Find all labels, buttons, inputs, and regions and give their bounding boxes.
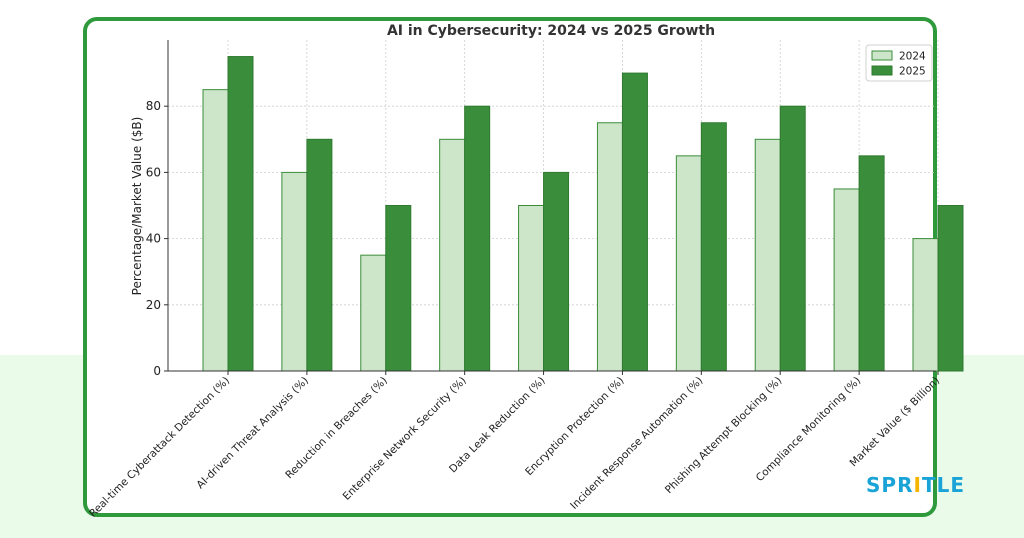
bar-2025-9 (937, 205, 964, 372)
bar-2025-8 (858, 155, 885, 372)
legend: 2024 2025 (865, 44, 933, 82)
logo-letter: R (897, 473, 914, 497)
bar-2024-2 (360, 254, 387, 372)
y-tick-label: 40 (146, 232, 161, 246)
y-tick-label: 80 (146, 99, 161, 113)
bar-2025-6 (700, 122, 727, 372)
bar-2024-0 (202, 89, 229, 372)
bar-2024-9 (912, 238, 939, 372)
bar-2025-3 (464, 105, 491, 372)
bar-2024-4 (518, 205, 545, 372)
bar-2024-7 (754, 138, 781, 372)
bar-2024-3 (439, 138, 466, 372)
axes (164, 40, 939, 375)
bar-2024-1 (281, 171, 308, 372)
x-tick-label: Real-time Cyberattack Detection (%) (87, 375, 232, 520)
bar-2024-5 (596, 122, 623, 372)
y-tick-label: 60 (146, 165, 161, 179)
legend-label-2024: 2024 (899, 51, 926, 63)
logo-letter: S (866, 473, 882, 497)
bar-2024-8 (833, 188, 860, 372)
bar-2024-6 (675, 155, 702, 372)
logo-letter: T (921, 473, 937, 497)
legend-swatch-2024 (871, 50, 893, 61)
logo-letter: E (950, 473, 966, 497)
bar-2025-5 (621, 72, 648, 372)
legend-swatch-2025 (871, 65, 893, 76)
bar-2025-1 (306, 138, 333, 372)
x-tick-label: Incident Response Automation (%) (568, 375, 705, 512)
y-tick-label: 20 (146, 298, 161, 312)
bar-2025-7 (779, 105, 806, 372)
y-axis-label: Percentage/Market Value ($B) (130, 117, 144, 296)
logo-letter: I (913, 473, 922, 497)
sprite-logo: SPRITLE (866, 473, 965, 497)
legend-label-2025: 2025 (899, 66, 926, 78)
x-tick-label: Enterprise Network Security (%) (341, 375, 469, 503)
bar-2025-2 (385, 205, 412, 372)
x-tick-label: Market Value ($ Billion) (848, 375, 943, 470)
y-tick-label: 0 (153, 364, 161, 378)
chart-title: AI in Cybersecurity: 2024 vs 2025 Growth (387, 23, 715, 39)
logo-letter: P (881, 473, 898, 497)
bar-2025-0 (227, 56, 254, 372)
bar-2025-4 (543, 171, 570, 372)
logo-letter: L (936, 473, 951, 497)
bars (202, 56, 964, 372)
